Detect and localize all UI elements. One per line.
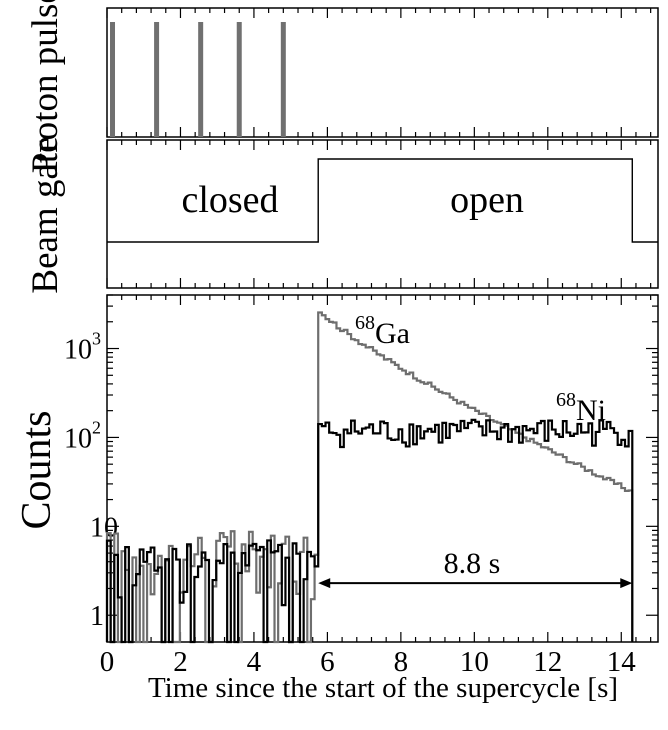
- proton-pulse-bar: [236, 22, 242, 137]
- counts-x-tick-label: 2: [173, 646, 188, 678]
- duration-arrow: [318, 578, 633, 589]
- gate-x-ticks: [106, 140, 652, 288]
- tick-exponent: 2: [92, 417, 101, 437]
- ni68-label: 68Ni: [556, 389, 606, 427]
- ga68-mass: 68: [355, 312, 375, 334]
- gate-closed-label: closed: [181, 179, 278, 221]
- ga68-label: 68Ga: [355, 312, 410, 350]
- counts-xlabel: Time since the start of the supercycle […: [148, 672, 618, 704]
- ga68-element: Ga: [375, 317, 410, 350]
- counts-ticks: [106, 294, 658, 642]
- tick-base: 10: [64, 423, 92, 454]
- counts-frame: [106, 294, 659, 643]
- pulses-frame: [106, 7, 659, 138]
- counts-x-tick-label: 8: [394, 646, 409, 678]
- counts-x-tick-label: 4: [247, 646, 262, 678]
- counts-x-tick-label: 14: [607, 646, 637, 678]
- gate-line: [107, 158, 658, 243]
- tick-exponent: 3: [92, 329, 101, 349]
- ga68-series: [105, 311, 634, 644]
- pulses-x-ticks: [106, 8, 652, 137]
- counts-x-tick-label: 10: [460, 646, 489, 678]
- gate-panel: closed open Beam gate: [25, 136, 659, 294]
- counts-y-tick-label: 103: [64, 329, 101, 366]
- proton-pulse-bar: [280, 22, 286, 137]
- gate-open-label: open: [450, 179, 524, 221]
- duration-label: 8.8 s: [444, 547, 501, 580]
- ni68-mass: 68: [556, 389, 576, 411]
- gate-ylabel: Beam gate: [25, 136, 66, 293]
- counts-y-tick-label: 1: [90, 601, 104, 632]
- counts-x-tick-label: 6: [320, 646, 335, 678]
- tick-base: 10: [64, 335, 92, 366]
- proton-pulse-bar: [154, 22, 160, 137]
- gate-frame: [106, 139, 659, 289]
- ni68-series: [105, 418, 634, 644]
- counts-y-tick-label: 102: [64, 417, 101, 454]
- counts-x-tick-label: 12: [533, 646, 562, 678]
- proton-pulse-bar: [198, 22, 204, 137]
- tick-base: 1: [90, 601, 104, 632]
- counts-ylabel: Counts: [14, 410, 60, 529]
- pulses-ylabel: Proton pulses: [25, 0, 66, 173]
- proton-pulse-bar: [110, 22, 116, 137]
- counts-x-tick-label: 0: [100, 646, 115, 678]
- counts-x-tick-labels: 0 2 4 6 8 10 12 14: [100, 646, 637, 678]
- duration-arrow-head-right: [620, 578, 633, 589]
- pulses-bars: [110, 22, 286, 137]
- duration-arrow-head-left: [318, 578, 331, 589]
- pulses-panel: Proton pulses: [25, 0, 659, 173]
- ni68-element: Ni: [576, 394, 606, 427]
